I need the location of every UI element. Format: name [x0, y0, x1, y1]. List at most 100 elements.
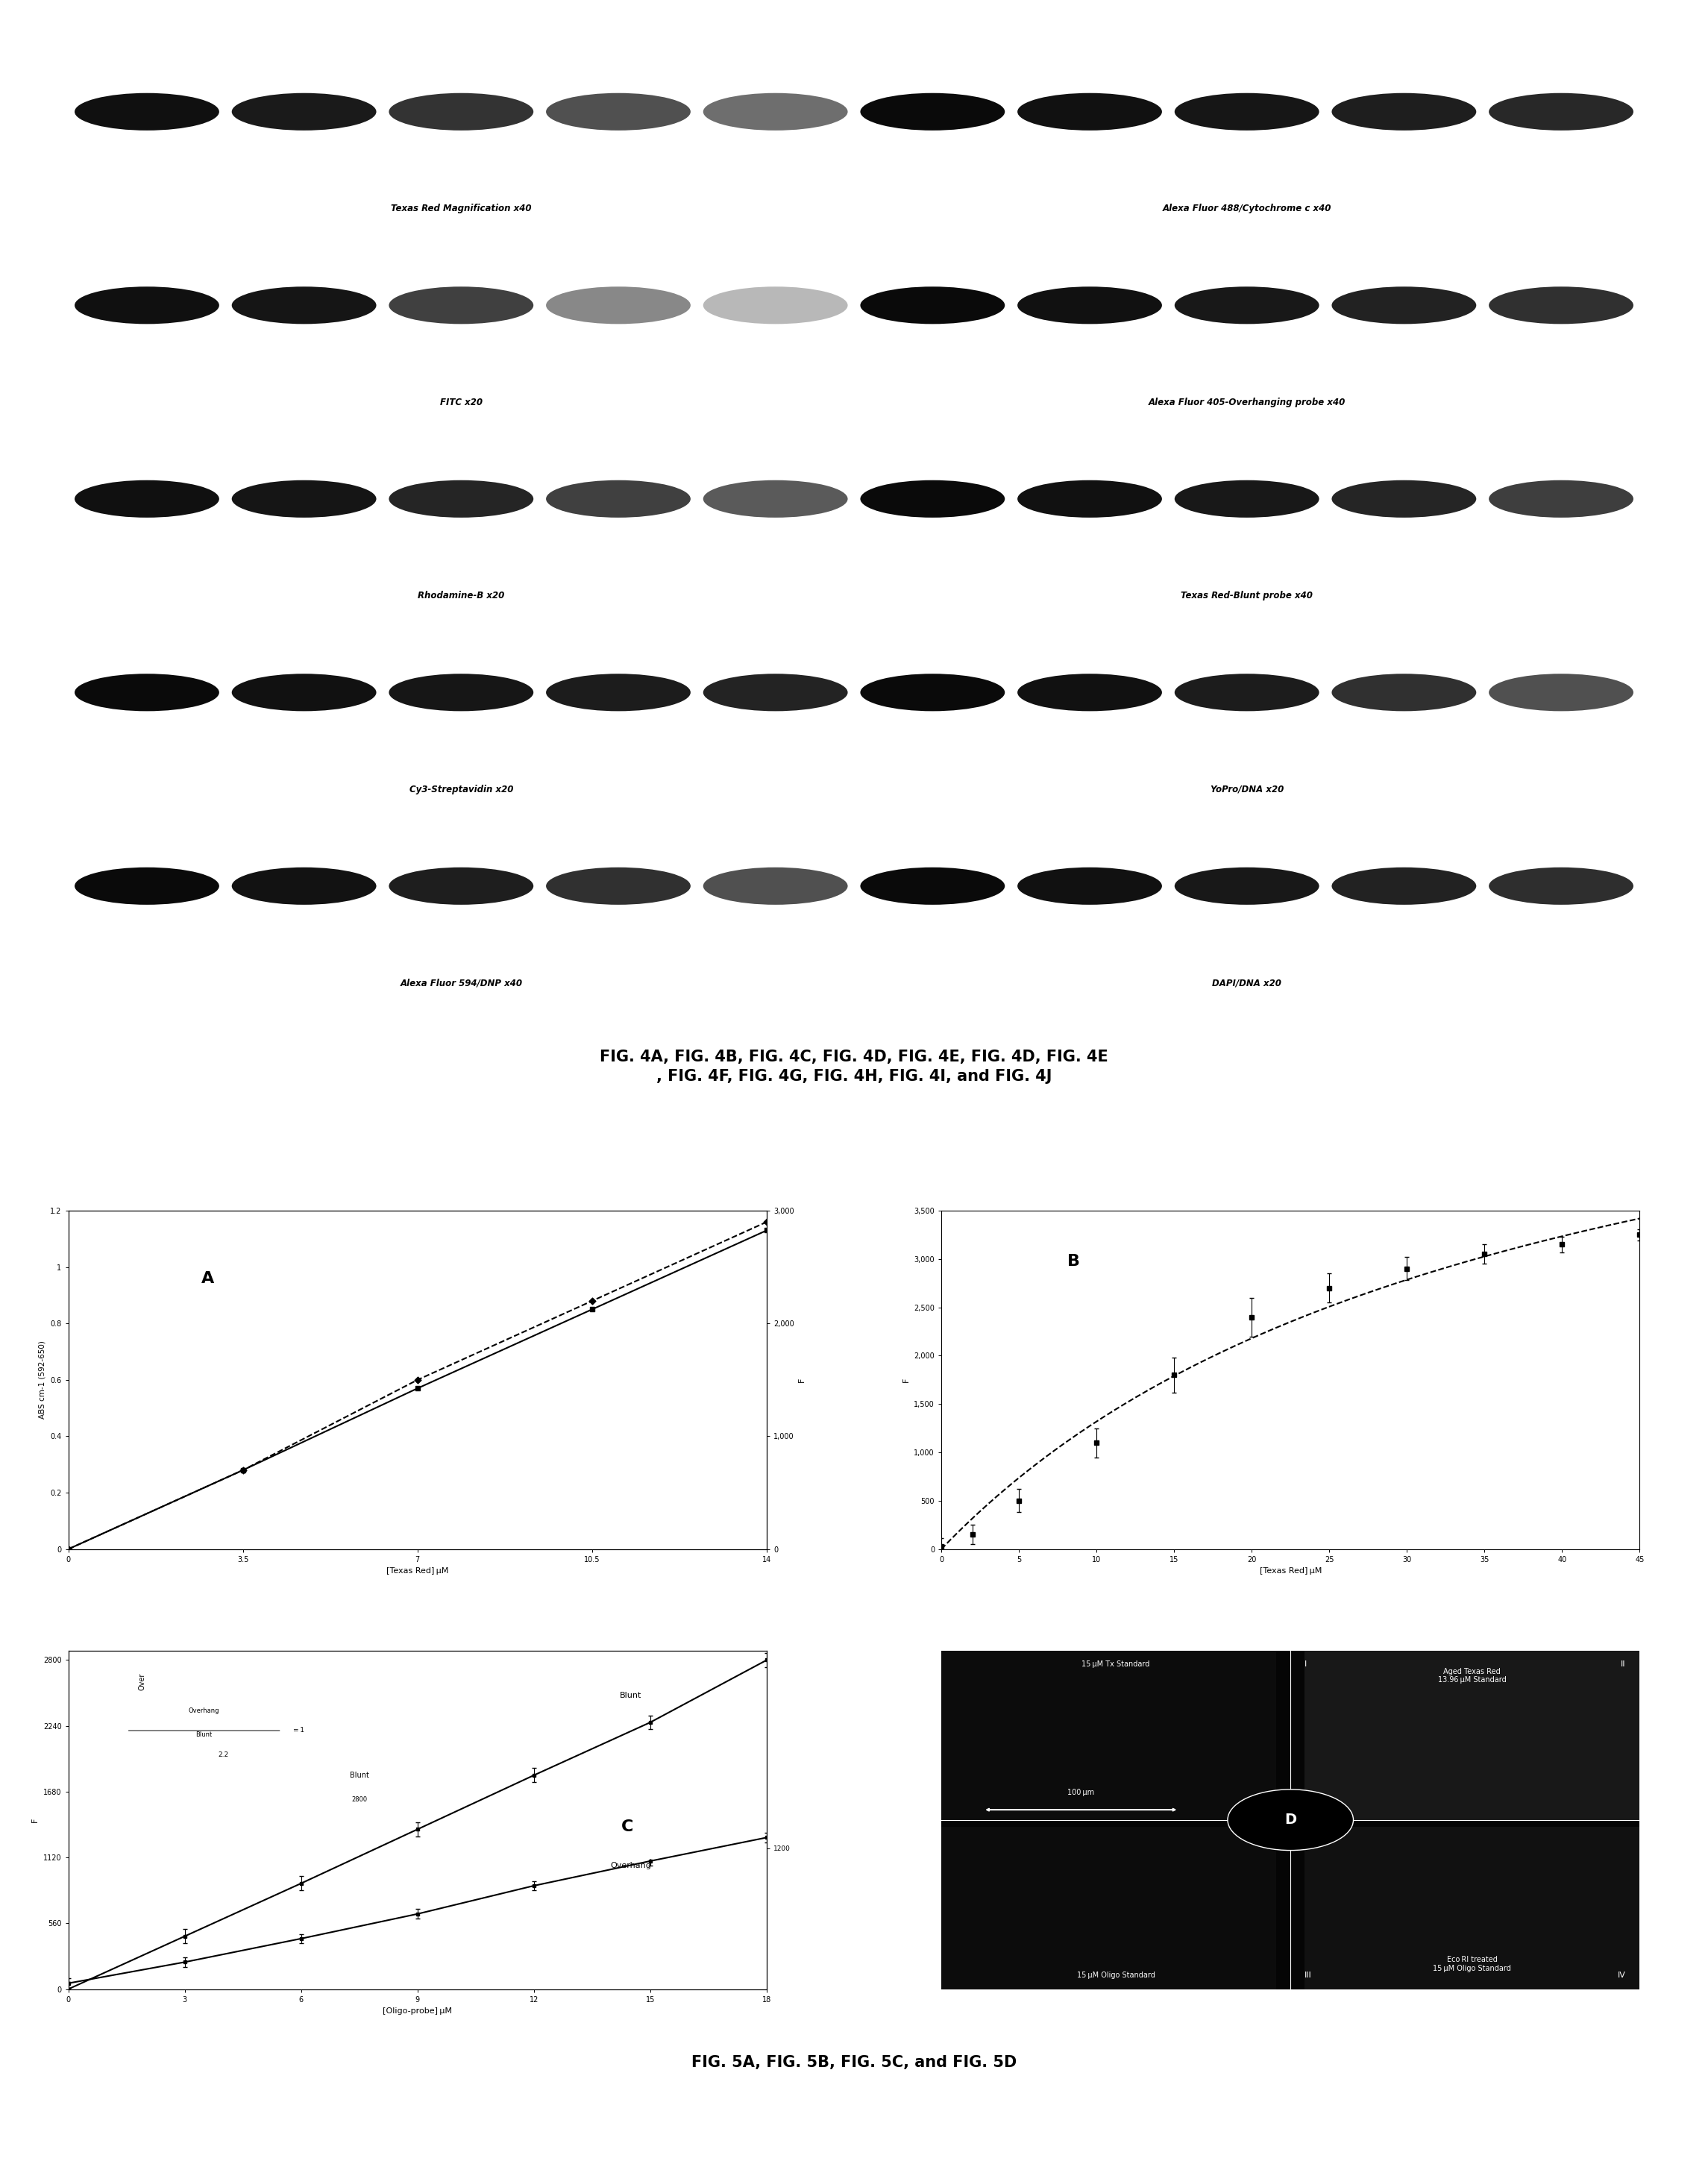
Point [753, 1213, 781, 1247]
Text: FIG. 5A, FIG. 5B, FIG. 5C, and FIG. 5D: FIG. 5A, FIG. 5B, FIG. 5C, and FIG. 5D [692, 2054, 1016, 2070]
Ellipse shape [389, 673, 533, 712]
Text: Eco RⅠ treated
15 μM Oligo Standard: Eco RⅠ treated 15 μM Oligo Standard [1433, 1955, 1512, 1972]
Ellipse shape [1332, 868, 1476, 904]
Text: 100 μm: 100 μm [1068, 1789, 1095, 1795]
Point [753, 1204, 781, 1239]
Ellipse shape [1018, 93, 1161, 129]
Ellipse shape [232, 93, 376, 129]
Ellipse shape [861, 868, 1004, 904]
Bar [854, 773, 1640, 807]
Text: D: D [1284, 1813, 1296, 1828]
Ellipse shape [1489, 673, 1633, 712]
X-axis label: [Texas Red] μM: [Texas Red] μM [386, 1567, 449, 1575]
Ellipse shape [75, 481, 219, 518]
Point [229, 1452, 256, 1487]
Circle shape [557, 1793, 697, 1860]
Ellipse shape [232, 481, 376, 518]
X-axis label: [Oligo-probe] μM: [Oligo-probe] μM [383, 2007, 453, 2016]
Text: A: A [80, 35, 89, 47]
Ellipse shape [1175, 868, 1319, 904]
Text: = 1: = 1 [294, 1726, 304, 1733]
Ellipse shape [704, 673, 847, 712]
Text: H: H [866, 423, 874, 434]
Ellipse shape [232, 673, 376, 712]
Text: FITC x20: FITC x20 [441, 397, 482, 408]
Point [403, 1362, 430, 1396]
Ellipse shape [1018, 481, 1161, 518]
Point [403, 1370, 430, 1405]
Ellipse shape [704, 481, 847, 518]
Text: J: J [866, 809, 869, 820]
Y-axis label: ABS cm-1 (592-650): ABS cm-1 (592-650) [39, 1340, 46, 1420]
Bar [68, 192, 854, 227]
Ellipse shape [704, 287, 847, 324]
Bar [68, 578, 854, 613]
Ellipse shape [1332, 287, 1476, 324]
Ellipse shape [861, 287, 1004, 324]
Ellipse shape [861, 481, 1004, 518]
Ellipse shape [704, 868, 847, 904]
Text: G: G [866, 229, 874, 240]
Bar [68, 384, 854, 419]
Bar [941, 1651, 1276, 1819]
Ellipse shape [861, 673, 1004, 712]
Point [579, 1293, 606, 1327]
Bar [854, 384, 1640, 419]
Ellipse shape [1332, 93, 1476, 129]
Ellipse shape [547, 868, 690, 904]
Bar [854, 965, 1640, 1001]
Text: Texas Red Magnification x40: Texas Red Magnification x40 [391, 203, 531, 214]
Text: 15 μM Oligo Standard: 15 μM Oligo Standard [1076, 1972, 1155, 1979]
Text: A: A [202, 1271, 215, 1286]
Text: IV: IV [1617, 1972, 1626, 1979]
Point [55, 1532, 82, 1567]
Ellipse shape [389, 481, 533, 518]
Text: DAPI/DNA x20: DAPI/DNA x20 [1213, 978, 1281, 988]
Y-axis label: F: F [902, 1377, 910, 1383]
Bar [1305, 1651, 1640, 1819]
Point [579, 1284, 606, 1319]
Point [229, 1452, 256, 1487]
Ellipse shape [547, 481, 690, 518]
Text: 2800: 2800 [352, 1795, 367, 1802]
Ellipse shape [704, 93, 847, 129]
Text: Overhang: Overhang [610, 1862, 651, 1869]
Text: Aged Texas Red
13.96 μM Standard: Aged Texas Red 13.96 μM Standard [1438, 1668, 1506, 1683]
Ellipse shape [75, 93, 219, 129]
Ellipse shape [389, 287, 533, 324]
Ellipse shape [1332, 481, 1476, 518]
Text: Overhang: Overhang [188, 1707, 220, 1713]
X-axis label: [Texas Red] μM: [Texas Red] μM [1259, 1567, 1322, 1575]
Ellipse shape [389, 93, 533, 129]
Text: III: III [1305, 1972, 1312, 1979]
Text: I: I [1305, 1662, 1307, 1668]
Text: C: C [622, 1819, 634, 1834]
Text: F: F [866, 35, 873, 47]
Circle shape [1228, 1789, 1353, 1849]
Text: B: B [80, 229, 89, 240]
Ellipse shape [1175, 287, 1319, 324]
Ellipse shape [1489, 481, 1633, 518]
Text: FIG. 4A, FIG. 4B, FIG. 4C, FIG. 4D, FIG. 4E, FIG. 4D, FIG. 4E
, FIG. 4F, FIG. 4G: FIG. 4A, FIG. 4B, FIG. 4C, FIG. 4D, FIG.… [600, 1049, 1108, 1083]
Y-axis label: F: F [31, 1817, 39, 1821]
Text: Alexa Fluor 405-Overhanging probe x40: Alexa Fluor 405-Overhanging probe x40 [1148, 397, 1346, 408]
Ellipse shape [232, 287, 376, 324]
Bar [1305, 1826, 1640, 1990]
Ellipse shape [1175, 481, 1319, 518]
Ellipse shape [1489, 868, 1633, 904]
Text: Blunt: Blunt [620, 1692, 642, 1698]
Text: 15 μM Tx Standard: 15 μM Tx Standard [1081, 1662, 1149, 1668]
Ellipse shape [75, 868, 219, 904]
Ellipse shape [1018, 673, 1161, 712]
Ellipse shape [389, 868, 533, 904]
Point [55, 1532, 82, 1567]
Text: Cy3-Streptavidin x20: Cy3-Streptavidin x20 [410, 783, 512, 794]
Text: Over: Over [138, 1672, 145, 1690]
Bar [854, 578, 1640, 613]
Ellipse shape [232, 868, 376, 904]
Text: Rhodamine-B x20: Rhodamine-B x20 [418, 591, 504, 600]
Text: B: B [1068, 1254, 1081, 1269]
Circle shape [118, 1234, 299, 1323]
Ellipse shape [75, 673, 219, 712]
Ellipse shape [1489, 93, 1633, 129]
